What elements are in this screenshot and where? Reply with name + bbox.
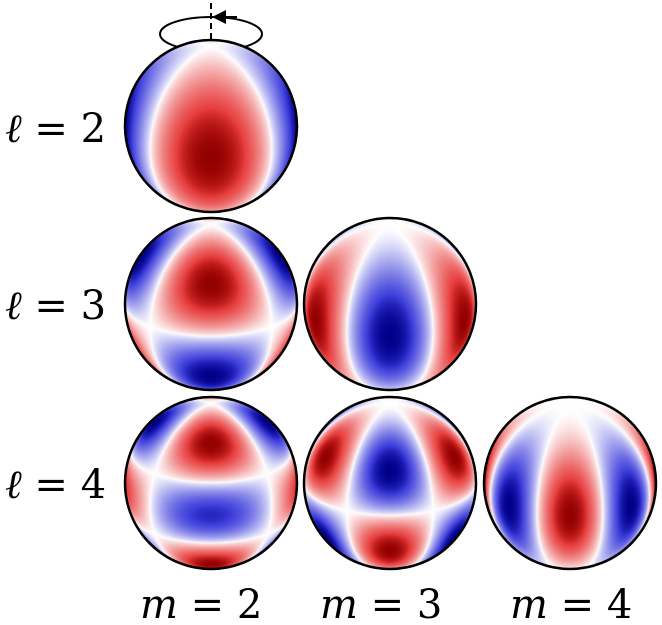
row-label-l4: ℓ = 4: [5, 462, 106, 508]
sphere-surface: [125, 40, 297, 212]
sphere-l2-m2: [123, 38, 299, 214]
sphere-outline: [482, 395, 658, 571]
row-label-l3: ℓ = 3: [5, 283, 106, 329]
sphere-surface: [125, 397, 297, 569]
sphere-outline: [302, 395, 478, 571]
sphere-l3-m2: [123, 216, 299, 392]
col-label-m3: m = 3: [320, 582, 442, 625]
sphere-outline: [123, 395, 299, 571]
sphere-surface: [125, 218, 297, 390]
sphere-l4-m3: [302, 395, 478, 571]
sphere-l4-m4: [482, 395, 658, 571]
sphere-l3-m3: [302, 216, 478, 392]
sphere-surface: [304, 397, 476, 569]
sphere-outline: [123, 216, 299, 392]
col-label-m4: m = 4: [510, 582, 632, 625]
sphere-outline: [302, 216, 478, 392]
sphere-surface: [304, 218, 476, 390]
spheres-layer: [123, 38, 658, 571]
sphere-surface: [484, 397, 656, 569]
col-label-m2: m = 2: [140, 582, 262, 625]
sphere-l4-m2: [123, 395, 299, 571]
sphere-outline: [123, 38, 299, 214]
row-label-l2: ℓ = 2: [5, 106, 106, 152]
